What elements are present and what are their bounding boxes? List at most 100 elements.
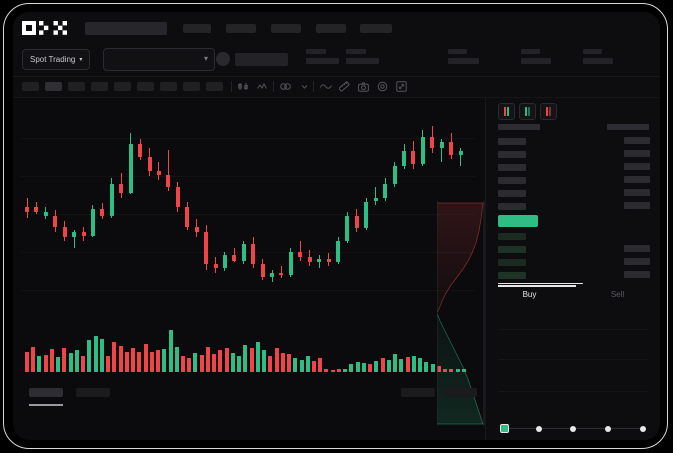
candle-body (307, 256, 312, 263)
orderbook-bid-row[interactable] (498, 233, 526, 240)
orderbook-mid-price[interactable] (498, 215, 538, 227)
volume-bar (156, 350, 161, 372)
orderbook-ask-row[interactable] (498, 138, 526, 145)
orderbook-scrollbar[interactable] (498, 282, 583, 284)
orderbook-asks-icon[interactable] (540, 103, 557, 120)
volume-bar (312, 361, 316, 372)
timeframe-button-3[interactable] (68, 82, 85, 91)
camera-icon[interactable] (357, 80, 370, 93)
orderbook-ask-row[interactable] (498, 164, 526, 171)
orderbook-ask-row[interactable] (498, 203, 526, 210)
timeframe-button-7[interactable] (160, 82, 177, 91)
timeframe-button-1[interactable] (22, 82, 39, 91)
chart-toolbar (13, 77, 660, 98)
candle-body (411, 151, 416, 164)
header-nav-item-3[interactable] (271, 24, 301, 33)
orderbook-ask-row[interactable] (498, 190, 526, 197)
candle-body (364, 201, 369, 229)
settings-gear-icon[interactable] (376, 80, 389, 93)
fullscreen-icon[interactable] (395, 80, 408, 93)
compare-icon[interactable] (279, 80, 292, 93)
volume-bar (212, 353, 217, 372)
timeframe-button-9[interactable] (206, 82, 223, 91)
volume-bar (118, 346, 123, 372)
orderbook-ask-row[interactable] (498, 177, 526, 184)
drawing-wave-icon[interactable] (319, 80, 332, 93)
order-form-divider (498, 329, 649, 330)
volume-bar (255, 341, 260, 372)
market-stat-1 (306, 49, 339, 64)
candle-body (232, 255, 237, 261)
slider-knob-0[interactable] (500, 424, 509, 433)
slider-knob-75[interactable] (605, 425, 611, 432)
candle-body (392, 165, 397, 184)
header-search-input[interactable] (85, 22, 167, 35)
volume-bar (411, 355, 416, 372)
candle-body (251, 244, 256, 265)
header-nav-item-2[interactable] (226, 24, 256, 33)
orderbook-bid-row[interactable] (498, 259, 526, 266)
candle-wick (375, 187, 377, 206)
volume-bar (386, 360, 391, 372)
header-nav-item-4[interactable] (316, 24, 346, 33)
tab-buy[interactable]: Buy (522, 290, 537, 299)
tab-sell[interactable]: Sell (610, 290, 625, 299)
volume-chart (13, 320, 483, 372)
orderbook-both-icon[interactable] (498, 103, 515, 120)
toolbar-divider-2 (273, 81, 274, 92)
volume-bar (299, 360, 304, 372)
candle-body (109, 183, 114, 216)
orderbook-ask-row[interactable] (498, 151, 526, 158)
okx-logo-icon[interactable] (22, 21, 68, 35)
app-screen: Spot Trading ▾ ▾ (13, 12, 660, 440)
timeframe-button-5[interactable] (114, 82, 131, 91)
timeframe-button-8[interactable] (183, 82, 200, 91)
volume-bar (293, 358, 298, 372)
toolbar-divider-1 (231, 81, 232, 92)
indicator-icon[interactable] (256, 80, 269, 93)
volume-bar (318, 358, 323, 372)
slider-knob-100[interactable] (640, 425, 646, 432)
candle-wick (441, 138, 443, 163)
slider-knob-50[interactable] (570, 425, 576, 432)
volume-bar (418, 358, 423, 372)
chart-gridline (21, 138, 475, 139)
orderbook-bid-amount (624, 258, 650, 265)
market-type-selector[interactable]: Spot Trading ▾ (22, 49, 91, 70)
candle-body (373, 197, 378, 202)
volume-bar (49, 349, 54, 372)
orderbook-ask-amount (624, 150, 650, 157)
volume-bar (368, 364, 373, 372)
chart-tab-2[interactable] (76, 388, 110, 397)
orderbook-bid-row[interactable] (498, 246, 526, 253)
candle-body (279, 273, 284, 275)
orderbook-bid-row[interactable] (498, 272, 526, 279)
timeframe-button-6[interactable] (137, 82, 154, 91)
volume-bar (62, 348, 67, 372)
market-type-label: Spot Trading (30, 55, 76, 64)
orderbook-bids-icon[interactable] (519, 103, 536, 120)
timeframe-button-2[interactable] (45, 82, 62, 91)
header-nav-item-5[interactable] (360, 24, 392, 33)
chart-action-1[interactable] (401, 388, 435, 397)
candle-body (298, 251, 303, 257)
chart-tab-1[interactable] (29, 388, 63, 397)
candle-wick (167, 149, 169, 191)
volume-bar (399, 359, 404, 372)
candle-type-icon[interactable] (237, 80, 250, 93)
ruler-icon[interactable] (338, 80, 351, 93)
chart-tab-active-underline (29, 404, 63, 406)
volume-bar (199, 354, 204, 372)
chart-action-2[interactable] (443, 388, 477, 397)
volume-bar (149, 351, 154, 372)
header-nav-item-1[interactable] (183, 24, 211, 33)
trading-pair-selector[interactable]: ▾ (103, 48, 215, 71)
volume-bar (187, 358, 192, 372)
amount-percent-slider[interactable] (500, 424, 648, 433)
timeframe-button-4[interactable] (91, 82, 108, 91)
chart-column (13, 98, 485, 440)
chevron-down-icon[interactable] (298, 80, 311, 93)
candlestick-chart[interactable] (13, 98, 483, 313)
slider-knob-25[interactable] (536, 425, 542, 432)
